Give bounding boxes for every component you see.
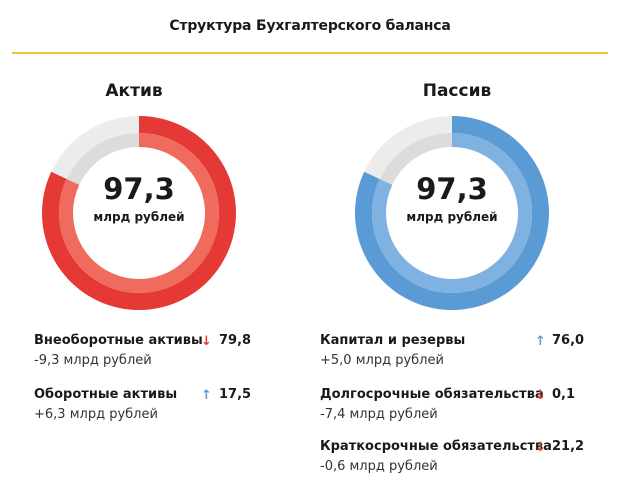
- liabilities-total-unit: млрд рублей: [406, 210, 498, 224]
- asset-item-change: +6,3 млрд рублей: [34, 407, 158, 422]
- asset-item-change: -9,3 млрд рублей: [34, 353, 152, 368]
- assets-donut-remainder-inner: [66, 133, 139, 185]
- arrow-up-icon: ↑: [535, 334, 546, 349]
- liability-item-change: -7,4 млрд рублей: [320, 407, 438, 422]
- arrow-down-icon: ↓: [201, 334, 212, 349]
- liabilities-donut: [355, 116, 549, 310]
- liability-item-label: Долгосрочные обязательства: [320, 387, 544, 402]
- liabilities-donut-remainder-outer: [364, 116, 452, 179]
- liability-item-label: Краткосрочные обязательства: [320, 439, 552, 454]
- assets-donut-remainder-outer: [51, 116, 139, 179]
- arrow-down-icon: ↓: [535, 388, 546, 403]
- asset-item-label: Внеоборотные активы: [34, 333, 203, 348]
- liability-item-value: 76,0: [552, 333, 585, 348]
- asset-item-label: Оборотные активы: [34, 387, 178, 402]
- liability-item-label: Капитал и резервы: [320, 333, 466, 348]
- header-divider: [12, 52, 608, 54]
- liabilities-total-value: 97,3: [416, 172, 488, 206]
- liability-item-value: 21,2: [552, 439, 585, 454]
- liability-item-change: -0,6 млрд рублей: [320, 459, 438, 474]
- liability-item-shortterm: Краткосрочные обязательства ↓ 21,2 -0,6 …: [320, 439, 590, 479]
- liabilities-title: Пассив: [422, 81, 492, 101]
- assets-total-unit: млрд рублей: [93, 210, 185, 224]
- liability-item-longterm: Долгосрочные обязательства ↓ 0,1 -7,4 мл…: [320, 387, 590, 427]
- assets-donut: [42, 116, 236, 310]
- liability-item-change: +5,0 млрд рублей: [320, 353, 444, 368]
- asset-item-value: 79,8: [219, 333, 252, 348]
- arrow-up-icon: ↑: [201, 388, 212, 403]
- asset-item-current: Оборотные активы ↑ 17,5 +6,3 млрд рублей: [34, 387, 254, 427]
- asset-item-value: 17,5: [219, 387, 252, 402]
- chart-title: Структура Бухгалтерского баланса: [169, 18, 451, 34]
- liabilities-donut-remainder-inner: [379, 133, 452, 185]
- arrow-down-icon: ↓: [535, 440, 546, 455]
- asset-item-noncurrent: Внеоборотные активы ↓ 79,8 -9,3 млрд руб…: [34, 333, 254, 373]
- liability-item-value: 0,1: [552, 387, 576, 402]
- assets-total-value: 97,3: [103, 172, 175, 206]
- assets-title: Актив: [105, 81, 163, 101]
- liability-item-capital: Капитал и резервы ↑ 76,0 +5,0 млрд рубле…: [320, 333, 590, 373]
